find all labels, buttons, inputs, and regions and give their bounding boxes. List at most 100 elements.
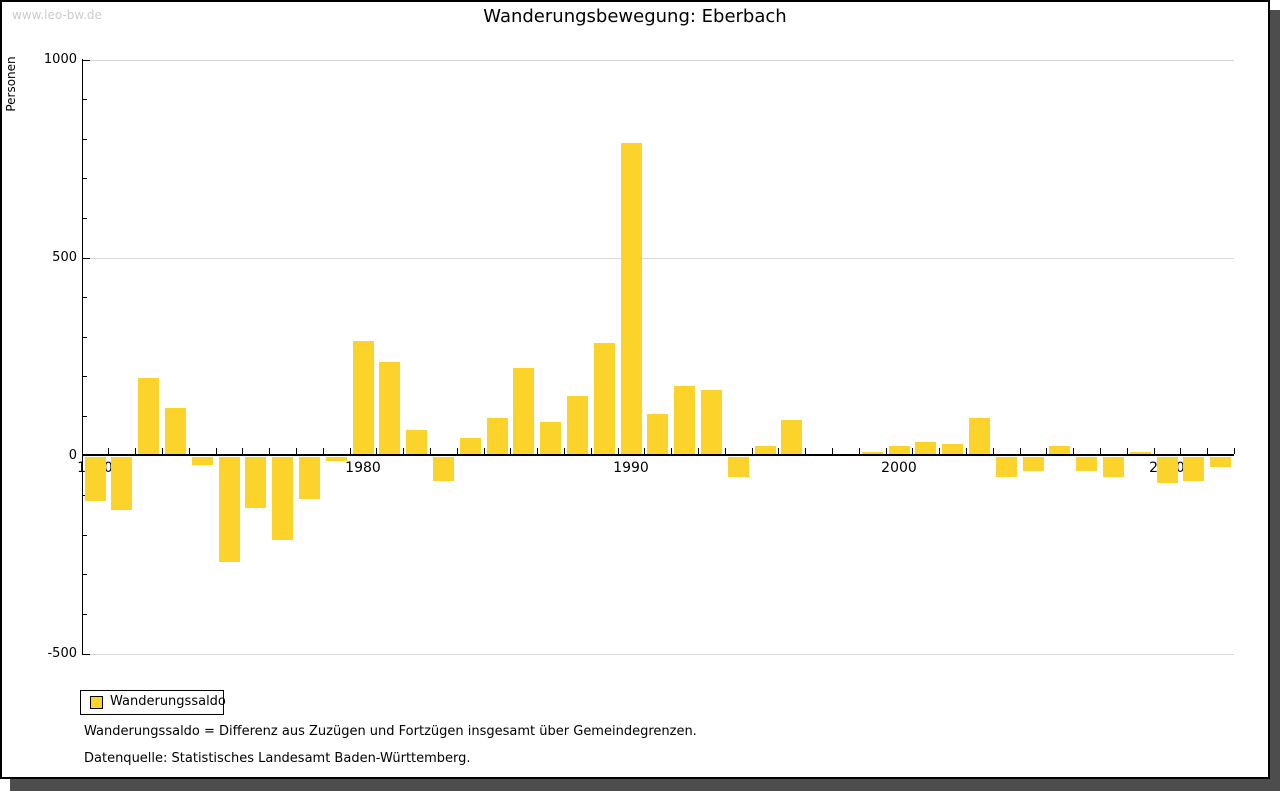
bar-1974 <box>192 457 213 465</box>
x-tick-1998 <box>832 448 833 454</box>
x-tick-1973 <box>162 448 163 454</box>
bar-2010 <box>1157 457 1178 483</box>
x-tick-2004 <box>993 448 994 454</box>
x-tick-2010 <box>1154 448 1155 454</box>
bar-2004 <box>996 457 1017 477</box>
bar-1978 <box>299 457 320 499</box>
y-tick--400 <box>82 614 87 615</box>
x-tick-2007 <box>1073 448 1074 454</box>
y-tick-500 <box>82 258 90 259</box>
y-tick-1000 <box>82 60 90 61</box>
bar-2006 <box>1049 446 1070 456</box>
bar-1989 <box>594 343 615 456</box>
bar-1976 <box>245 457 266 508</box>
x-tick-1981 <box>376 448 377 454</box>
y-tick-label-1000: 1000 <box>43 52 77 67</box>
bar-1973 <box>165 408 186 456</box>
legend-box: Wanderungssaldo <box>80 690 226 715</box>
bar-1970 <box>85 457 106 501</box>
x-tick-2006 <box>1046 448 1047 454</box>
bar-1971 <box>111 457 132 510</box>
x-tick-1974 <box>189 448 190 454</box>
y-tick--500 <box>82 654 90 655</box>
y-tick-300 <box>82 337 87 338</box>
bar-1996 <box>781 420 802 456</box>
x-tick-1987 <box>537 448 538 454</box>
bar-1979 <box>326 457 347 461</box>
y-tick-200 <box>82 376 87 377</box>
bar-1988 <box>567 396 588 455</box>
gridline--500 <box>82 654 1234 655</box>
x-tick-1984 <box>457 448 458 454</box>
bar-2007 <box>1076 457 1097 471</box>
y-tick-900 <box>82 99 87 100</box>
bar-1991 <box>647 414 668 456</box>
x-tick-1990 <box>618 448 619 454</box>
footnote-source: Datenquelle: Statistisches Landesamt Bad… <box>84 751 471 766</box>
x-tick-1976 <box>242 448 243 454</box>
x-tick-1971 <box>108 448 109 454</box>
x-tick-2012 <box>1207 448 1208 454</box>
x-tick-1989 <box>591 448 592 454</box>
x-tick-1999 <box>859 448 860 454</box>
y-tick--200 <box>82 535 87 536</box>
x-tick-2000 <box>886 448 887 454</box>
y-tick--100 <box>82 495 87 496</box>
bar-1977 <box>272 457 293 540</box>
bar-2008 <box>1103 457 1124 477</box>
bar-1994 <box>728 457 749 477</box>
y-tick-label--500: -500 <box>47 646 77 661</box>
x-tick-label-1990: 1990 <box>613 460 649 476</box>
x-tick-1972 <box>135 448 136 454</box>
bar-2000 <box>889 446 910 456</box>
x-tick-1996 <box>778 448 779 454</box>
bar-2005 <box>1023 457 1044 471</box>
bar-1972 <box>138 378 159 455</box>
x-tick-2013 <box>1234 448 1235 454</box>
x-axis-line <box>82 454 1234 456</box>
y-tick-800 <box>82 139 87 140</box>
legend-label: Wanderungssaldo <box>110 694 226 709</box>
x-tick-1985 <box>484 448 485 454</box>
y-tick-100 <box>82 416 87 417</box>
x-tick-1978 <box>296 448 297 454</box>
y-axis-label: Personen <box>4 56 18 112</box>
bar-1993 <box>701 390 722 455</box>
y-axis-line <box>82 59 83 654</box>
chart-window: www.leo-bw.de Wanderungsbewegung: Eberba… <box>0 0 1270 779</box>
watermark: www.leo-bw.de <box>12 8 102 22</box>
bar-1987 <box>540 422 561 456</box>
window-shadow-right <box>1270 10 1280 791</box>
window-shadow-bottom <box>10 779 1270 791</box>
bar-2011 <box>1183 457 1204 481</box>
x-tick-2003 <box>966 448 967 454</box>
bar-1990 <box>621 143 642 456</box>
bar-1980 <box>353 341 374 456</box>
bar-1992 <box>674 386 695 455</box>
x-tick-1992 <box>671 448 672 454</box>
x-tick-label-1980: 1980 <box>345 460 381 476</box>
x-tick-2001 <box>912 448 913 454</box>
x-tick-2011 <box>1180 448 1181 454</box>
x-tick-1988 <box>564 448 565 454</box>
bar-1982 <box>406 430 427 456</box>
x-tick-1995 <box>752 448 753 454</box>
bar-2001 <box>915 442 936 456</box>
bar-1985 <box>487 418 508 456</box>
x-tick-1977 <box>269 448 270 454</box>
bar-1983 <box>433 457 454 481</box>
y-tick-400 <box>82 297 87 298</box>
x-tick-1975 <box>216 448 217 454</box>
footnote-definition: Wanderungssaldo = Differenz aus Zuzügen … <box>84 724 697 739</box>
x-tick-1983 <box>430 448 431 454</box>
gridline-1000 <box>82 60 1234 61</box>
y-tick-label-0: 0 <box>68 448 77 463</box>
bar-2002 <box>942 444 963 456</box>
bar-1975 <box>219 457 240 562</box>
x-tick-2002 <box>939 448 940 454</box>
y-tick-label-500: 500 <box>52 250 77 265</box>
x-tick-1993 <box>698 448 699 454</box>
x-tick-1979 <box>323 448 324 454</box>
x-tick-1997 <box>805 448 806 454</box>
x-tick-1986 <box>510 448 511 454</box>
